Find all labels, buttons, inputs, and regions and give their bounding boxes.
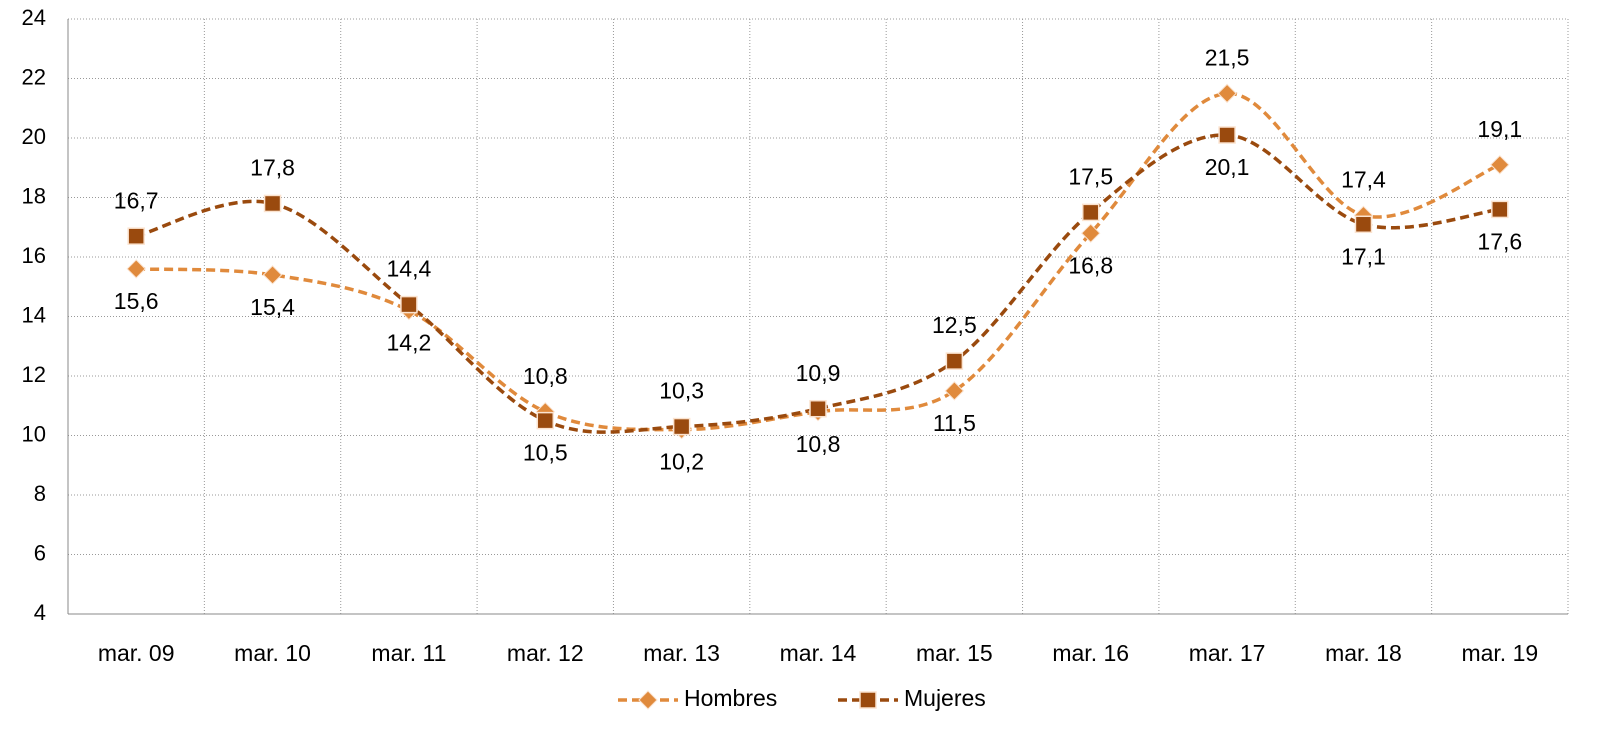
- marker: [859, 691, 877, 709]
- y-tick-label: 4: [34, 600, 46, 625]
- y-tick-label: 6: [34, 540, 46, 565]
- legend-label: Hombres: [684, 685, 777, 711]
- data-label: 14,4: [387, 256, 432, 282]
- y-tick-label: 10: [22, 421, 46, 446]
- data-label: 17,8: [250, 155, 295, 181]
- marker: [945, 352, 964, 370]
- y-tick-label: 18: [22, 183, 46, 208]
- y-tick-label: 22: [22, 64, 46, 89]
- x-tick-label: mar. 19: [1461, 640, 1538, 666]
- x-tick-label: mar. 10: [234, 640, 311, 666]
- marker: [809, 399, 827, 418]
- y-tick-label: 20: [22, 124, 46, 149]
- marker: [1491, 200, 1509, 219]
- marker: [536, 411, 555, 430]
- x-tick-label: mar. 13: [643, 640, 720, 666]
- data-label: 16,7: [114, 187, 159, 213]
- y-tick-label: 12: [22, 362, 46, 387]
- data-label: 17,4: [1341, 166, 1386, 192]
- marker: [1217, 83, 1237, 104]
- marker: [672, 417, 691, 436]
- marker: [1081, 203, 1100, 222]
- marker: [1218, 126, 1236, 144]
- data-label: 14,2: [387, 330, 432, 356]
- marker: [1354, 215, 1373, 234]
- x-tick-label: mar. 18: [1325, 640, 1402, 666]
- data-label: 11,5: [933, 410, 976, 436]
- data-label: 10,3: [659, 378, 704, 404]
- data-label: 10,9: [796, 360, 841, 386]
- data-label: 10,8: [796, 431, 841, 457]
- marker: [944, 381, 965, 401]
- x-tick-label: mar. 16: [1052, 640, 1129, 666]
- data-label: 17,1: [1341, 243, 1386, 269]
- x-tick-label: mar. 11: [371, 640, 446, 666]
- marker: [127, 227, 145, 245]
- data-label: 17,5: [1068, 163, 1113, 189]
- y-tick-label: 14: [22, 302, 46, 327]
- marker: [400, 295, 418, 314]
- x-tick-label: mar. 09: [98, 640, 175, 666]
- marker: [638, 690, 658, 710]
- y-tick-label: 24: [22, 5, 46, 30]
- data-label: 15,4: [250, 294, 295, 320]
- marker: [262, 265, 283, 285]
- x-tick-label: mar. 12: [507, 640, 584, 666]
- x-tick-label: mar. 14: [780, 640, 857, 666]
- y-tick-label: 16: [22, 243, 46, 268]
- legend-label: Mujeres: [904, 685, 986, 711]
- marker: [1081, 223, 1101, 243]
- legend-item: Mujeres: [838, 685, 986, 711]
- y-tick-label: 8: [34, 481, 46, 506]
- data-label: 19,1: [1477, 116, 1522, 142]
- data-label: 17,6: [1477, 228, 1522, 254]
- data-label: 12,5: [932, 312, 977, 338]
- marker: [263, 194, 282, 213]
- data-label: 20,1: [1205, 154, 1250, 180]
- marker: [126, 259, 146, 279]
- data-label: 16,8: [1068, 252, 1113, 278]
- data-label: 10,5: [523, 440, 568, 466]
- data-label: 10,2: [659, 449, 704, 475]
- series-line: [135, 133, 1501, 434]
- series-line: [136, 91, 1501, 432]
- legend-item: Hombres: [618, 685, 777, 711]
- data-label: 15,6: [114, 288, 159, 314]
- data-label: 21,5: [1205, 44, 1250, 70]
- x-tick-label: mar. 15: [916, 640, 993, 666]
- data-label: 10,8: [523, 363, 568, 389]
- x-tick-label: mar. 17: [1189, 640, 1266, 666]
- marker: [1490, 155, 1510, 175]
